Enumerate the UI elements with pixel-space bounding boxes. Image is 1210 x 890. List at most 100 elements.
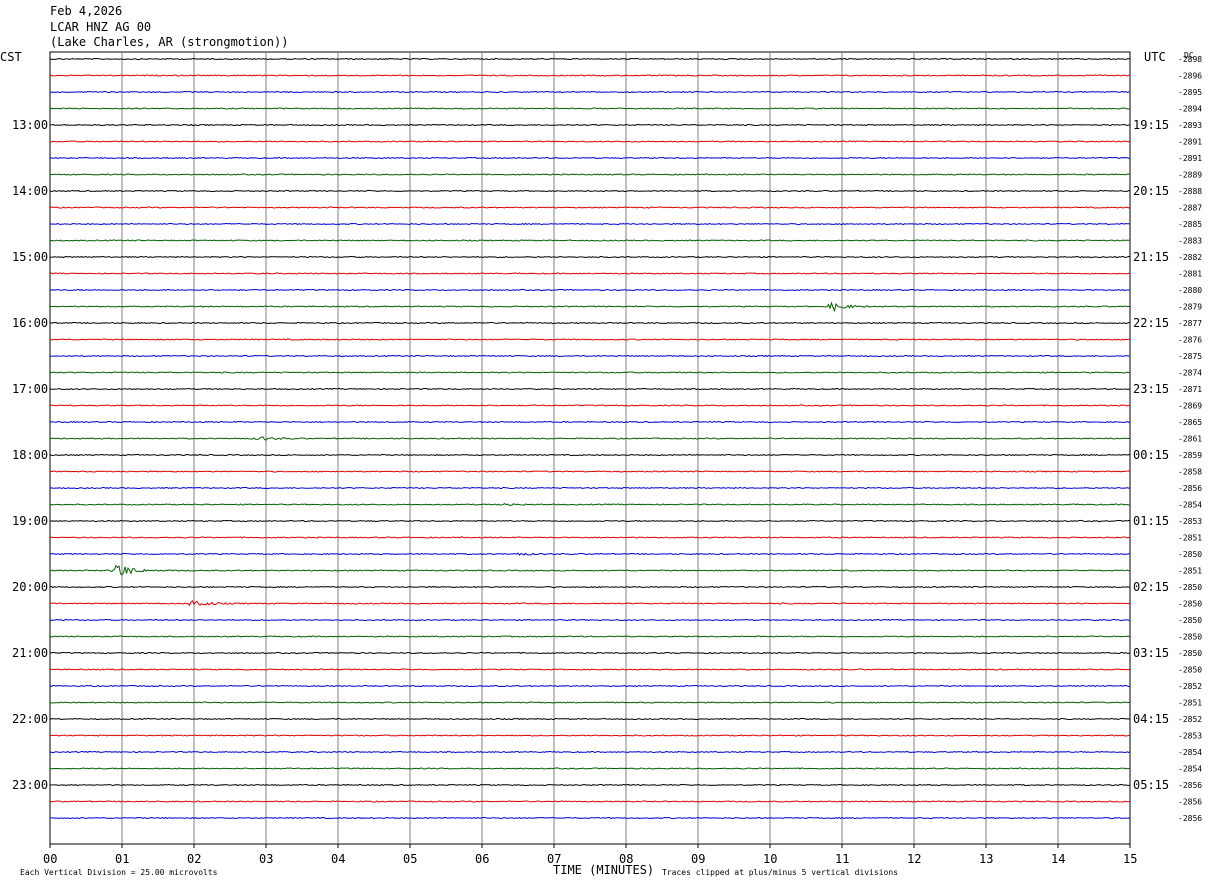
trace-row: [49, 684, 1131, 688]
right-hour-label: 05:15: [1133, 778, 1169, 792]
dc-offset-labels: -2898 -2896 -2895 -2894 -2893 -2891 -2891 -2889…: [1178, 55, 1202, 823]
x-tick-label: 01: [115, 852, 129, 866]
dc-offset-label: -2877: [1178, 319, 1202, 328]
trace-row: [49, 585, 1131, 589]
header-date: Feb 4,2026: [50, 4, 122, 18]
trace-row: [49, 816, 1131, 820]
left-hour-labels: 13:00 14:00 15:00 16:00 17:00 18:00 19:00 20:00…: [12, 118, 48, 792]
right-hour-label: 04:15: [1133, 712, 1169, 726]
dc-offset-label: -2869: [1178, 402, 1202, 411]
x-tick-label: 02: [187, 852, 201, 866]
trace-row: [49, 288, 1131, 292]
trace-row: [49, 354, 1131, 358]
trace-row: [49, 173, 1131, 176]
dc-offset-label: -2856: [1178, 798, 1202, 807]
trace-row: [49, 90, 1131, 94]
x-tick-label: 00: [43, 852, 57, 866]
trace-row: [49, 750, 1131, 754]
trace-row: [49, 734, 1131, 737]
scale-note: Each Vertical Division = 25.00 microvolt…: [20, 868, 218, 877]
trace-row: [49, 420, 1131, 424]
x-tick-label: 09: [691, 852, 705, 866]
x-tick-label: 06: [475, 852, 489, 866]
dc-offset-label: -2883: [1178, 237, 1202, 246]
x-tick-label: 14: [1051, 852, 1065, 866]
dc-offset-label: -2865: [1178, 418, 1202, 427]
dc-offset-label: -2858: [1178, 468, 1202, 477]
trace-row: [49, 140, 1131, 143]
plot-frame: [49, 51, 1131, 845]
header-location: (Lake Charles, AR (strongmotion)): [50, 35, 288, 49]
header-station: LCAR HNZ AG 00: [50, 20, 151, 34]
right-hour-label: 19:15: [1133, 118, 1169, 132]
trace-row: [49, 668, 1131, 671]
trace-row: [49, 470, 1131, 473]
dc-offset-label: -2850: [1178, 583, 1202, 592]
dc-offset-label: -2851: [1178, 567, 1202, 576]
dc-offset-label: -2856: [1178, 484, 1202, 493]
clip-note: Traces clipped at plus/minus 5 vertical …: [662, 868, 898, 877]
trace-row: [49, 519, 1131, 523]
dc-offset-label: -2889: [1178, 171, 1202, 180]
dc-offset-label: -2850: [1178, 666, 1202, 675]
trace-row: [49, 564, 1131, 576]
x-tick-label: 12: [907, 852, 921, 866]
trace-row: [49, 536, 1131, 539]
left-hour-label: 17:00: [12, 382, 48, 396]
dc-offset-label: -2854: [1178, 765, 1202, 774]
trace-rows: [49, 57, 1131, 820]
x-tick-label: 05: [403, 852, 417, 866]
trace-row: [49, 453, 1131, 457]
dc-offset-label: -2851: [1178, 699, 1202, 708]
dc-offset-label: -2853: [1178, 732, 1202, 741]
dc-offset-label: -2885: [1178, 220, 1202, 229]
right-hour-label: 22:15: [1133, 316, 1169, 330]
right-hour-label: 01:15: [1133, 514, 1169, 528]
trace-row: [49, 503, 1131, 506]
x-axis-title: TIME (MINUTES): [553, 863, 654, 877]
dc-offset-label: -2856: [1178, 814, 1202, 823]
minute-gridlines: [121, 52, 1059, 844]
trace-row: [49, 552, 1131, 556]
trace-row: [49, 618, 1131, 622]
trace-row: [49, 404, 1131, 407]
trace-row: [49, 387, 1131, 391]
trace-row: [49, 338, 1130, 341]
dc-offset-label: -2850: [1178, 550, 1202, 559]
left-hour-label: 14:00: [12, 184, 48, 198]
dc-offset-label: -2853: [1178, 517, 1202, 526]
dc-offset-label: -2850: [1178, 649, 1202, 658]
left-hour-label: 19:00: [12, 514, 48, 528]
dc-offset-label: -2880: [1178, 286, 1202, 295]
x-tick-label: 11: [835, 852, 849, 866]
dc-offset-label: -2881: [1178, 270, 1202, 279]
dc-offset-label: -2871: [1178, 385, 1202, 394]
trace-row: [49, 651, 1131, 655]
trace-row: [49, 321, 1131, 325]
dc-offset-label: -2876: [1178, 336, 1202, 345]
dc-offset-label: -2861: [1178, 435, 1202, 444]
trace-row: [49, 272, 1131, 275]
trace-row: [49, 206, 1131, 209]
right-hour-label: 00:15: [1133, 448, 1169, 462]
left-hour-label: 16:00: [12, 316, 48, 330]
x-tick-label: 13: [979, 852, 993, 866]
dc-offset-label: -2891: [1178, 138, 1202, 147]
trace-row: [49, 701, 1131, 704]
x-tick-label: 04: [331, 852, 345, 866]
right-hour-label: 21:15: [1133, 250, 1169, 264]
dc-offset-label: -2887: [1178, 204, 1202, 213]
right-hour-label: 20:15: [1133, 184, 1169, 198]
trace-row: [49, 107, 1131, 110]
trace-row: [49, 717, 1131, 721]
trace-row: [49, 635, 1131, 638]
dc-offset-label: -2894: [1178, 105, 1202, 114]
trace-row: [49, 800, 1131, 803]
dc-offset-label: -2879: [1178, 303, 1202, 312]
x-tick-label: 15: [1123, 852, 1137, 866]
left-hour-label: 20:00: [12, 580, 48, 594]
right-hour-label: 23:15: [1133, 382, 1169, 396]
dc-offset-label: -2875: [1178, 352, 1202, 361]
dc-offset-label: -2851: [1178, 534, 1202, 543]
